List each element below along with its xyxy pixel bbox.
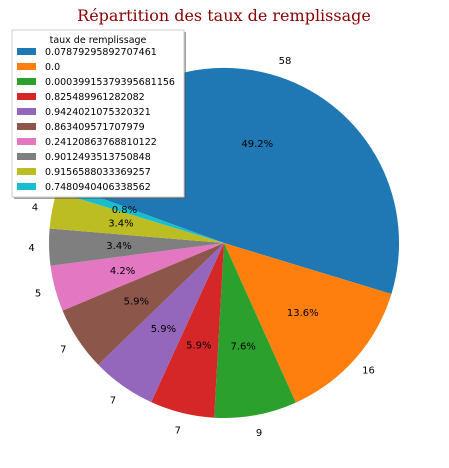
slice-count-label: 7: [175, 425, 181, 436]
legend-swatch: [17, 63, 36, 70]
slice-percent-label: 49.2%: [241, 139, 273, 150]
slice-count-label: 58: [279, 56, 292, 67]
legend-swatch: [17, 108, 36, 115]
legend-label: 0.07879295892707461: [45, 47, 157, 58]
slice-count-label: 7: [60, 344, 66, 355]
legend-swatch: [17, 138, 36, 145]
legend-swatch: [17, 153, 36, 160]
chart-title: Répartition des taux de remplissage: [77, 6, 371, 25]
legend-swatch: [17, 78, 36, 85]
legend-label: 0.00039915379395681156: [45, 77, 175, 88]
pie-slice: [62, 243, 224, 365]
slice-percent-label: 13.6%: [287, 308, 319, 319]
legend-label: 0.9012493513750848: [45, 152, 151, 163]
legend-swatch: [17, 168, 36, 175]
legend-label: 0.9156588033369257: [45, 167, 151, 178]
pie-slice: [49, 191, 224, 243]
legend-label: 0.825489961282082: [45, 92, 145, 103]
legend-label: 0.863409571707979: [45, 122, 145, 133]
legend-box: [11, 29, 185, 198]
slice-count-label: 4: [32, 202, 38, 213]
slice-percent-label: 5.9%: [124, 296, 149, 307]
pie-slice: [151, 243, 224, 418]
slice-percent-label: 7.6%: [230, 342, 255, 353]
slice-percent-label: 5.9%: [151, 324, 176, 335]
legend: taux de remplissage 0.078792958927074610…: [11, 29, 186, 199]
legend-label: 0.9424021075320321: [45, 107, 151, 118]
legend-swatch: [17, 48, 36, 55]
legend-label: 0.7480940406338562: [45, 182, 151, 193]
slice-count-label: 5: [35, 289, 41, 300]
percent-labels: 49.2% 13.6% 7.6% 5.9% 5.9% 5.9% 4.2% 3.4% 3.4% 0.…: [106, 139, 318, 353]
slice-percent-label: 4.2%: [110, 266, 135, 277]
slice-percent-label: 5.9%: [186, 340, 211, 351]
slice-count-label: 16: [362, 366, 375, 377]
slice-percent-label: 0.8%: [112, 205, 137, 216]
pie-slice: [98, 243, 224, 403]
pie-slice: [224, 243, 392, 403]
pie-slice: [50, 243, 225, 311]
pie-slice: [49, 228, 225, 266]
slice-percent-label: 3.4%: [108, 219, 133, 230]
legend-title: taux de remplissage: [50, 35, 147, 46]
legend-entries: 0.07879295892707461 0.0 0.0003991537939568…: [17, 47, 175, 193]
pie-slice: [214, 243, 296, 418]
slice-count-label: 4: [28, 243, 34, 254]
slice-count-label: 7: [110, 396, 116, 407]
legend-swatch: [17, 183, 36, 190]
legend-label: 0.24120863768810122: [45, 137, 157, 148]
legend-swatch: [17, 123, 36, 130]
legend-label: 0.0: [45, 62, 60, 73]
legend-swatch: [17, 93, 36, 100]
slice-count-label: 9: [256, 428, 262, 439]
slice-percent-label: 3.4%: [106, 241, 131, 252]
